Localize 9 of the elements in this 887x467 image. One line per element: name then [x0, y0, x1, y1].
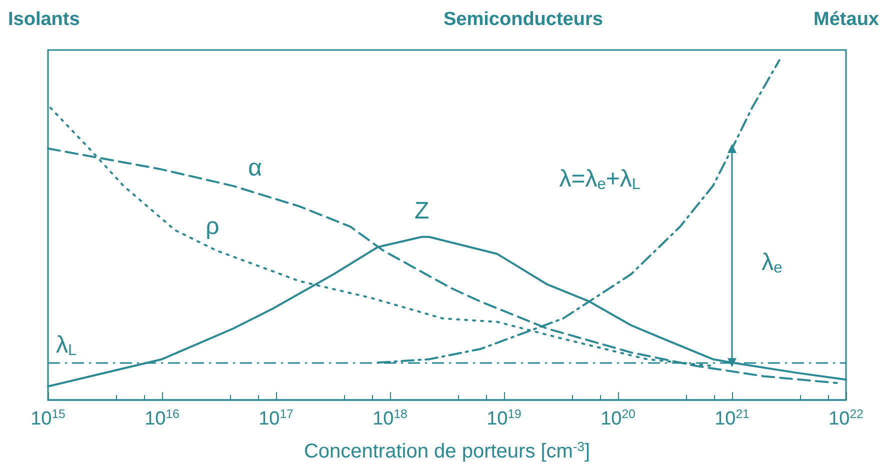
text: Métaux — [814, 9, 880, 30]
series-label: Z — [414, 197, 430, 224]
text: Semiconducteurs — [443, 9, 603, 30]
series-label: λe — [762, 249, 782, 277]
text: Isolants — [8, 9, 80, 30]
text: λ=λe+λL — [559, 165, 641, 193]
ref-line-label: λL — [56, 332, 77, 360]
series-label: α — [248, 154, 262, 182]
series-label: ρ — [206, 212, 220, 240]
